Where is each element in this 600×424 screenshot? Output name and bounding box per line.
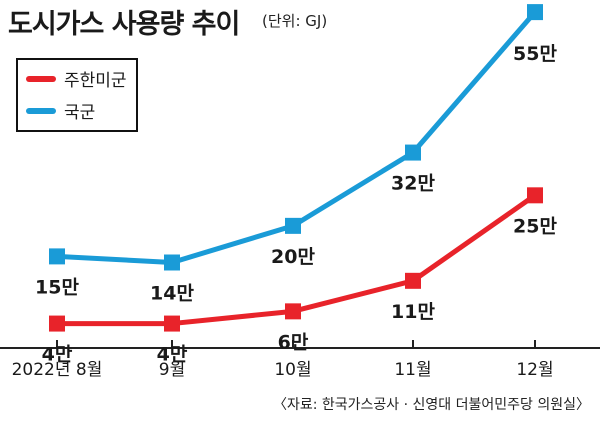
x-tick-label: 2022년 8월 <box>12 360 103 380</box>
source-note: 〈자료: 한국가스공사 · 신영대 더불어민주당 의원실〉 <box>272 397 590 413</box>
legend-label-usfk: 주한미군 <box>64 71 127 91</box>
legend-label-rok-army: 국군 <box>64 103 96 123</box>
x-tick-label: 11월 <box>394 360 431 380</box>
data-label: 20만 <box>271 246 315 268</box>
data-label: 32만 <box>391 173 435 195</box>
data-point <box>285 217 301 234</box>
data-point <box>405 144 421 161</box>
legend-swatch-usfk <box>26 75 56 82</box>
data-point <box>405 272 421 289</box>
data-label: 15만 <box>35 276 79 298</box>
data-label: 6만 <box>278 331 309 353</box>
data-label: 4만 <box>157 344 188 366</box>
data-point <box>285 303 301 320</box>
data-label: 4만 <box>42 344 73 366</box>
data-label: 25만 <box>513 215 557 237</box>
data-label: 55만 <box>513 43 557 65</box>
legend-item-usfk: 주한미군 <box>26 66 127 91</box>
data-label: 14만 <box>150 283 194 305</box>
legend-swatch-rok-army <box>26 107 56 114</box>
data-label: 11만 <box>391 301 435 323</box>
data-point <box>49 315 65 332</box>
data-point <box>164 315 180 332</box>
data-point <box>527 4 543 21</box>
chart-title: 도시가스 사용량 추이 <box>8 9 240 40</box>
legend-item-rok-army: 국군 <box>26 98 95 123</box>
x-tick-label: 9월 <box>159 360 185 380</box>
x-tick-label: 12월 <box>516 360 553 380</box>
data-point <box>164 254 180 271</box>
data-point <box>527 187 543 204</box>
x-tick-label: 10월 <box>274 360 311 380</box>
unit-label: (단위: GJ) <box>262 12 328 30</box>
legend: 주한미군 국군 <box>16 58 138 132</box>
data-point <box>49 248 65 265</box>
